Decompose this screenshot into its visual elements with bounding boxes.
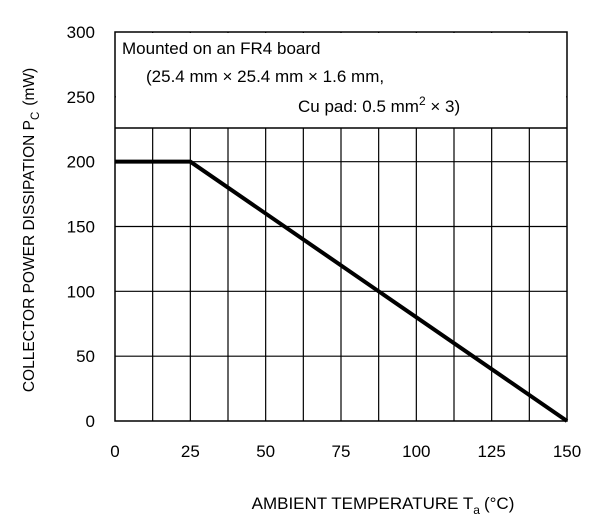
annotation-line-3-tail: × 3) [426,97,461,116]
y-tick-labels: 0 50 100 150 200 250 300 [67,23,95,431]
annotation-background [116,33,566,128]
series-line-0 [115,159,569,423]
series-layer [115,159,569,423]
y-axis-label: COLLECTOR POWER DISSIPATION PC (mW) [21,68,42,392]
y-axis-label-subscript: C [30,112,42,120]
x-axis-label-subscript: a [473,503,480,517]
plot-frame [114,31,568,422]
x-axis-label-main: AMBIENT TEMPERATURE T [252,494,474,513]
annotation-line-3: Cu pad: 0.5 mm2 × 3) [298,94,460,116]
x-tick-label: 150 [553,442,581,461]
y-tick-label: 0 [86,412,95,431]
x-tick-label: 50 [256,442,275,461]
annotation-box: Mounted on an FR4 board (25.4 mm × 25.4 … [115,33,567,129]
y-axis-label-unit: (mW) [21,68,38,106]
x-tick-label: 25 [181,442,200,461]
x-tick-label: 125 [477,442,505,461]
x-axis-label-unit: (°C) [484,494,514,513]
x-tick-label: 0 [110,442,119,461]
y-tick-label: 150 [67,218,95,237]
x-tick-labels: 0 25 50 75 100 125 150 [110,442,581,461]
y-tick-label: 200 [67,153,95,172]
y-tick-label: 250 [67,88,95,107]
annotation-superscript: 2 [419,94,426,108]
y-tick-label: 300 [67,23,95,42]
y-axis-label-main: COLLECTOR POWER DISSIPATION P [21,120,38,392]
annotation-line-2: (25.4 mm × 25.4 mm × 1.6 mm, [146,67,384,86]
annotation-line-3-main: Cu pad: 0.5 mm [298,97,419,116]
x-tick-label: 75 [332,442,351,461]
x-tick-label: 100 [402,442,430,461]
y-tick-label: 100 [67,282,95,301]
y-tick-label: 50 [76,347,95,366]
x-axis-label: AMBIENT TEMPERATURE Ta (°C) [252,494,515,517]
annotation-line-1: Mounted on an FR4 board [122,39,320,58]
